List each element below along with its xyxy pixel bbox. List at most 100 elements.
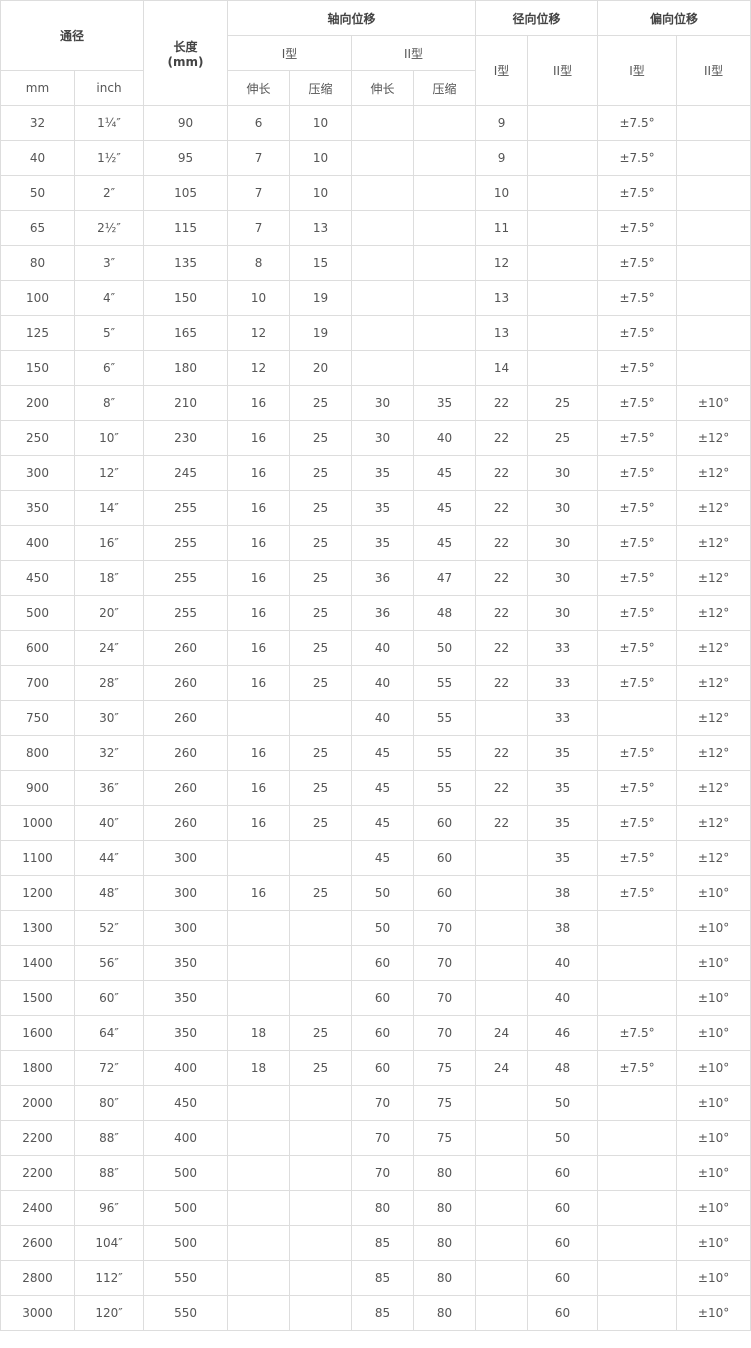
cell-mm: 750 [0,700,75,736]
cell-inch: 10″ [73,420,145,456]
cell-angular-type1: ±7.5° [597,560,678,596]
header-type1-compress: 压缩 [289,70,353,106]
table-row: 450 18″ 255 16 25 36 47 22 30 ±7.5° ±12° [0,560,751,596]
cell-mm: 200 [0,385,75,421]
cell-mm: 600 [0,630,75,666]
cell-angular-type1: ±7.5° [597,315,678,351]
cell-axial-type1-compress [289,700,353,736]
cell-axial-type2-extend: 45 [351,805,415,841]
table-row: 1500 60″ 350 60 70 40 ±10° [0,980,751,1016]
cell-length: 150 [143,280,229,316]
cell-radial-type1: 22 [475,805,529,841]
cell-angular-type1: ±7.5° [597,385,678,421]
cell-axial-type2-compress [413,175,477,211]
cell-angular-type2 [676,280,751,316]
cell-axial-type2-extend: 50 [351,875,415,911]
cell-axial-type2-extend [351,175,415,211]
cell-length: 115 [143,210,229,246]
cell-angular-type1: ±7.5° [597,770,678,806]
cell-angular-type2: ±12° [676,560,751,596]
cell-length: 400 [143,1050,229,1086]
header-radial-type1: I型 [475,35,529,106]
cell-axial-type1-compress: 25 [289,735,353,771]
cell-length: 500 [143,1155,229,1191]
cell-radial-type2: 25 [527,420,599,456]
cell-axial-type2-extend: 70 [351,1120,415,1156]
cell-angular-type1 [597,1260,678,1296]
cell-inch: 48″ [73,875,145,911]
cell-axial-type2-compress [413,280,477,316]
cell-axial-type1-extend: 18 [227,1015,291,1051]
cell-axial-type2-extend: 45 [351,840,415,876]
cell-radial-type2: 30 [527,560,599,596]
cell-radial-type2 [527,280,599,316]
header-type1-extend: 伸长 [227,70,291,106]
cell-mm: 1200 [0,875,75,911]
cell-axial-type2-extend: 60 [351,1050,415,1086]
cell-inch: 2½″ [73,210,145,246]
cell-inch: 6″ [73,350,145,386]
cell-axial-type2-compress: 80 [413,1260,477,1296]
cell-radial-type2: 46 [527,1015,599,1051]
cell-axial-type2-extend [351,210,415,246]
cell-mm: 1800 [0,1050,75,1086]
cell-angular-type2: ±12° [676,840,751,876]
cell-angular-type1: ±7.5° [597,665,678,701]
cell-angular-type2: ±12° [676,525,751,561]
cell-angular-type1: ±7.5° [597,455,678,491]
cell-axial-type2-compress: 70 [413,1015,477,1051]
cell-axial-type2-extend: 60 [351,980,415,1016]
cell-radial-type2: 48 [527,1050,599,1086]
cell-axial-type1-compress: 10 [289,175,353,211]
cell-axial-type1-extend [227,1120,291,1156]
cell-inch: 88″ [73,1155,145,1191]
cell-axial-type1-compress [289,1155,353,1191]
table-row: 2800 112″ 550 85 80 60 ±10° [0,1260,751,1296]
cell-radial-type2: 60 [527,1225,599,1261]
cell-axial-type1-extend: 7 [227,175,291,211]
cell-mm: 2800 [0,1260,75,1296]
cell-inch: 30″ [73,700,145,736]
cell-radial-type1: 22 [475,560,529,596]
cell-angular-type2 [676,350,751,386]
table-row: 1200 48″ 300 16 25 50 60 38 ±7.5° ±10° [0,875,751,911]
cell-inch: 32″ [73,735,145,771]
cell-inch: 2″ [73,175,145,211]
header-inch: inch [73,70,145,106]
table-row: 2600 104″ 500 85 80 60 ±10° [0,1225,751,1261]
cell-angular-type2: ±10° [676,1295,751,1331]
cell-axial-type2-extend: 45 [351,735,415,771]
cell-axial-type2-compress: 75 [413,1050,477,1086]
cell-length: 260 [143,805,229,841]
cell-axial-type2-extend: 85 [351,1225,415,1261]
cell-axial-type1-compress: 25 [289,455,353,491]
cell-mm: 1000 [0,805,75,841]
cell-axial-type2-compress: 75 [413,1120,477,1156]
cell-length: 260 [143,770,229,806]
table-row: 1000 40″ 260 16 25 45 60 22 35 ±7.5° ±12° [0,805,751,841]
cell-radial-type2: 35 [527,805,599,841]
cell-axial-type2-extend: 60 [351,1015,415,1051]
cell-angular-type1 [597,1295,678,1331]
cell-axial-type2-compress: 70 [413,945,477,981]
cell-axial-type2-extend [351,105,415,141]
cell-axial-type1-extend [227,840,291,876]
cell-inch: 24″ [73,630,145,666]
cell-radial-type1 [475,980,529,1016]
cell-axial-type1-compress [289,1120,353,1156]
cell-length: 500 [143,1190,229,1226]
cell-angular-type2: ±10° [676,1260,751,1296]
cell-inch: 56″ [73,945,145,981]
cell-axial-type2-compress: 55 [413,770,477,806]
header-type2-compress: 压缩 [413,70,477,106]
cell-mm: 250 [0,420,75,456]
cell-mm: 1600 [0,1015,75,1051]
cell-axial-type2-compress: 80 [413,1295,477,1331]
cell-mm: 65 [0,210,75,246]
cell-angular-type1 [597,1190,678,1226]
cell-radial-type2: 40 [527,980,599,1016]
cell-angular-type2: ±12° [676,665,751,701]
cell-angular-type1 [597,1085,678,1121]
cell-axial-type1-extend: 6 [227,105,291,141]
cell-angular-type1: ±7.5° [597,735,678,771]
